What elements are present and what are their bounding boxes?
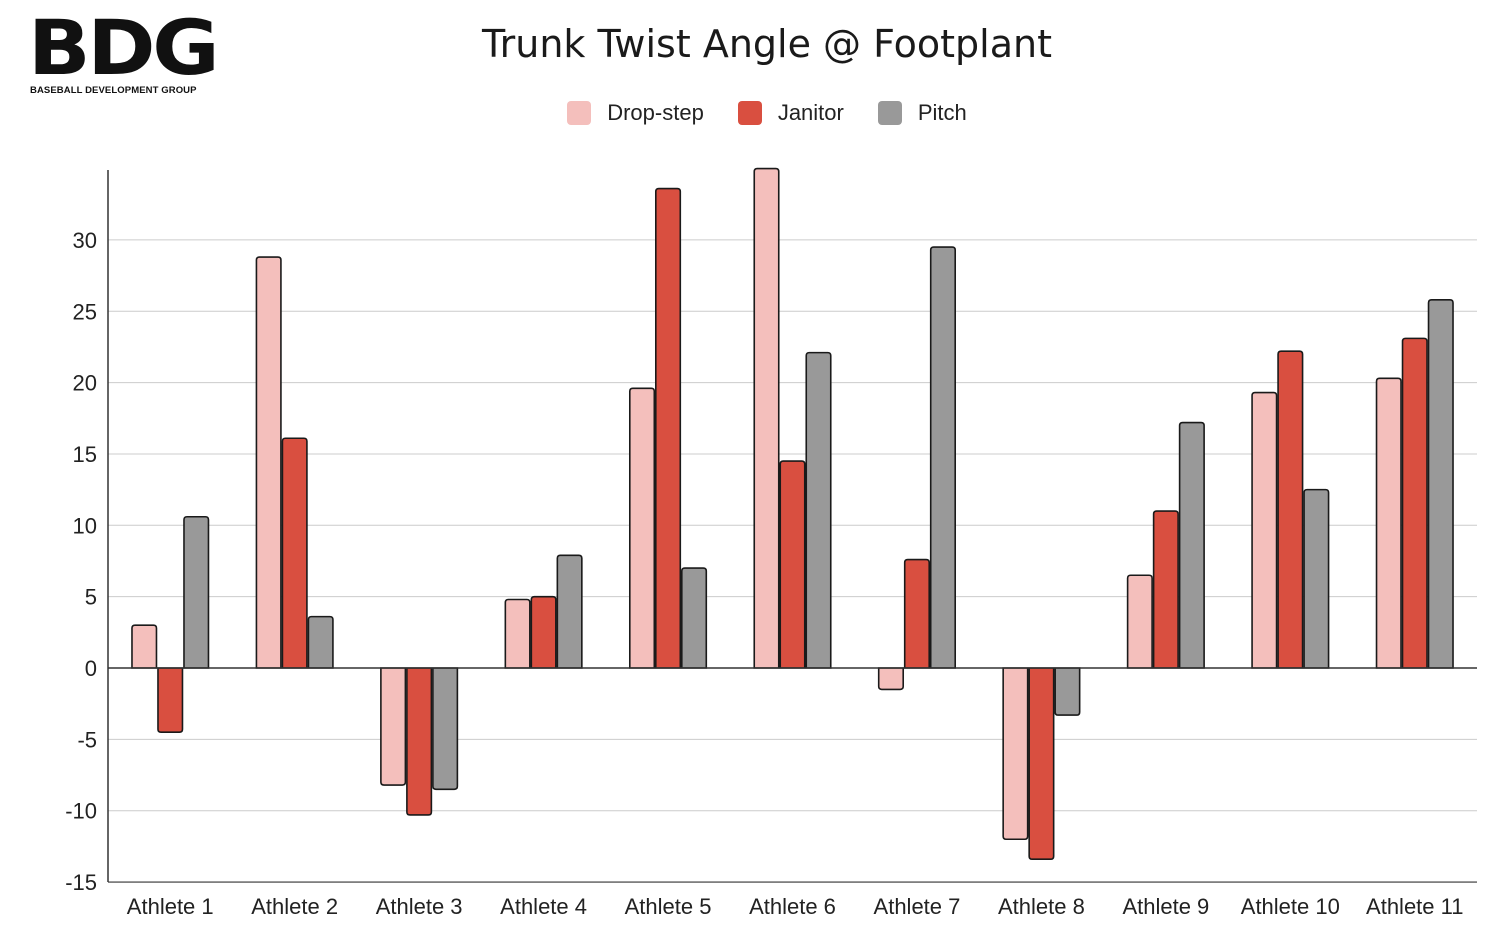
y-tick-label: -15	[65, 870, 97, 895]
bar-janitor-4	[530, 595, 557, 669]
bar-janitor-2	[281, 437, 308, 669]
bar-pitch-4	[556, 554, 583, 669]
bar-pitch-7	[929, 246, 957, 669]
y-tick-label: 15	[73, 442, 97, 467]
bar-drop-step-8	[1002, 667, 1029, 841]
bar-janitor-1	[157, 667, 184, 734]
bar-janitor-7	[903, 558, 931, 669]
y-tick-label: -5	[77, 727, 97, 752]
bar-pitch-9	[1178, 421, 1205, 669]
x-tick-label: Athlete 10	[1241, 894, 1340, 919]
x-tick-label: Athlete 5	[625, 894, 712, 919]
bar-janitor-11	[1401, 337, 1428, 669]
x-tick-label: Athlete 1	[127, 894, 214, 919]
legend-label-pitch: Pitch	[917, 100, 967, 125]
y-tick-label: 10	[73, 513, 97, 538]
logo-subtitle: BASEBALL DEVELOPMENT GROUP	[30, 85, 197, 96]
legend-item-janitor[interactable]: Janitor	[737, 100, 844, 126]
x-tick-label: Athlete 4	[500, 894, 587, 919]
bar-drop-step-5	[628, 387, 656, 669]
bar-drop-step-3	[380, 667, 407, 786]
y-tick-label: 0	[85, 656, 97, 681]
bar-drop-step-6	[753, 167, 780, 669]
bar-pitch-2	[307, 615, 334, 669]
bar-pitch-1	[183, 515, 210, 669]
legend-label-drop-step: Drop-step	[607, 100, 704, 125]
y-tick-label: -10	[65, 799, 97, 824]
bar-pitch-5	[680, 567, 708, 669]
bar-janitor-5	[654, 187, 682, 669]
chart-legend: Drop-step Janitor Pitch	[0, 100, 1504, 126]
logo-mark: BDG	[28, 3, 220, 92]
bar-janitor-10	[1277, 350, 1304, 669]
bar-drop-step-2	[255, 256, 282, 669]
x-tick-label: Athlete 8	[998, 894, 1085, 919]
legend-swatch-drop-step	[567, 101, 592, 125]
legend-item-drop-step[interactable]: Drop-step	[567, 100, 704, 126]
x-tick-label: Athlete 7	[874, 894, 961, 919]
x-tick-label: Athlete 3	[376, 894, 463, 919]
bar-pitch-3	[432, 667, 459, 791]
legend-item-pitch[interactable]: Pitch	[877, 100, 967, 126]
y-tick-label: 25	[73, 299, 97, 324]
bar-pitch-11	[1427, 299, 1454, 669]
bar-janitor-9	[1152, 510, 1179, 669]
x-tick-label: Athlete 6	[749, 894, 836, 919]
legend-swatch-janitor	[737, 101, 762, 125]
bar-janitor-3	[406, 667, 433, 816]
bar-drop-step-1	[131, 624, 158, 669]
y-tick-label: 20	[73, 371, 97, 396]
bar-drop-step-4	[504, 598, 531, 669]
bar-janitor-8	[1028, 667, 1055, 861]
bar-pitch-10	[1303, 488, 1330, 669]
bdg-logo: BDG BASEBALL DEVELOPMENT GROUP	[28, 10, 220, 100]
x-tick-label: Athlete 9	[1122, 894, 1209, 919]
bar-drop-step-10	[1251, 391, 1278, 669]
bar-drop-step-11	[1375, 377, 1402, 669]
x-tick-label: Athlete 11	[1366, 894, 1463, 919]
bar-drop-step-9	[1126, 574, 1153, 669]
bar-pitch-6	[805, 351, 832, 669]
legend-label-janitor: Janitor	[777, 100, 844, 125]
bar-drop-step-7	[877, 667, 905, 691]
legend-swatch-pitch	[877, 101, 902, 125]
bar-pitch-8	[1054, 667, 1081, 716]
x-tick-label: Athlete 2	[251, 894, 338, 919]
y-tick-label: 5	[85, 585, 97, 610]
chart-title: Trunk Twist Angle @ Footplant	[482, 22, 1052, 66]
y-tick-label: 30	[73, 228, 97, 253]
bar-janitor-6	[779, 460, 806, 669]
